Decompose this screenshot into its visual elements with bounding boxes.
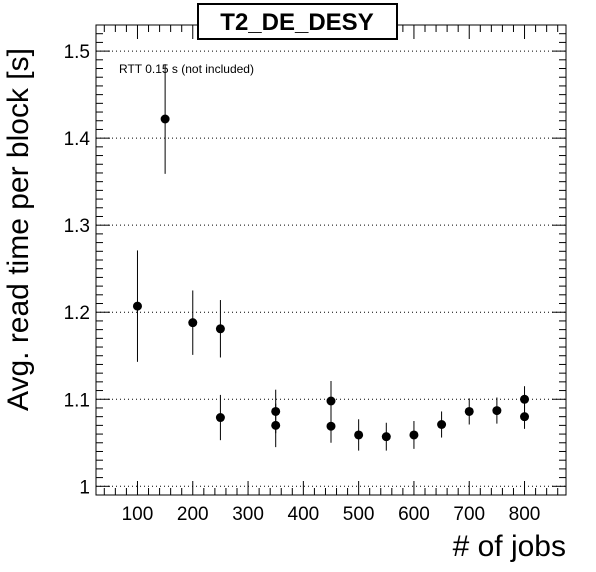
x-axis-title: # of jobs xyxy=(453,530,566,563)
x-tick-label: 300 xyxy=(232,504,264,525)
y-tick-label: 1.5 xyxy=(64,42,90,63)
data-point xyxy=(215,324,225,334)
data-point xyxy=(188,318,198,328)
y-tick-label: 1.3 xyxy=(64,216,90,237)
title-box xyxy=(197,3,398,40)
data-point xyxy=(437,420,447,429)
data-points xyxy=(132,64,530,451)
data-point xyxy=(326,421,336,431)
x-tick-label: 200 xyxy=(177,504,209,525)
data-point xyxy=(326,396,336,406)
chart-annotation: RTT 0.15 s (not included) xyxy=(119,62,254,76)
x-tick-label: 500 xyxy=(343,504,375,525)
x-tick-label: 800 xyxy=(509,504,541,525)
data-point xyxy=(464,406,474,416)
x-tick-label: 600 xyxy=(398,504,430,525)
data-point xyxy=(409,430,419,440)
data-point xyxy=(381,432,391,442)
data-point xyxy=(271,420,281,430)
x-tick-label: 700 xyxy=(453,504,485,525)
y-axis-title: Avg. read time per block [s] xyxy=(2,48,35,411)
y-tick-label: 1.2 xyxy=(64,303,90,324)
data-point xyxy=(215,413,225,423)
tick-labels: 1 1.1 1.2 1.3 1.4 1.5 100 200 300 400 500 600 700 800 xyxy=(64,42,541,525)
y-tick-label: 1 xyxy=(79,477,90,498)
data-point xyxy=(132,301,142,311)
data-point xyxy=(492,406,502,416)
x-tick-label: 100 xyxy=(122,504,154,525)
data-point xyxy=(520,412,530,422)
data-point xyxy=(160,114,170,124)
x-tick-label: 400 xyxy=(288,504,320,525)
data-point xyxy=(520,394,530,404)
data-point xyxy=(354,430,364,440)
y-tick-label: 1.1 xyxy=(64,390,90,411)
y-tick-label: 1.4 xyxy=(64,129,91,150)
chart-title: T2_DE_DESY xyxy=(220,9,373,36)
